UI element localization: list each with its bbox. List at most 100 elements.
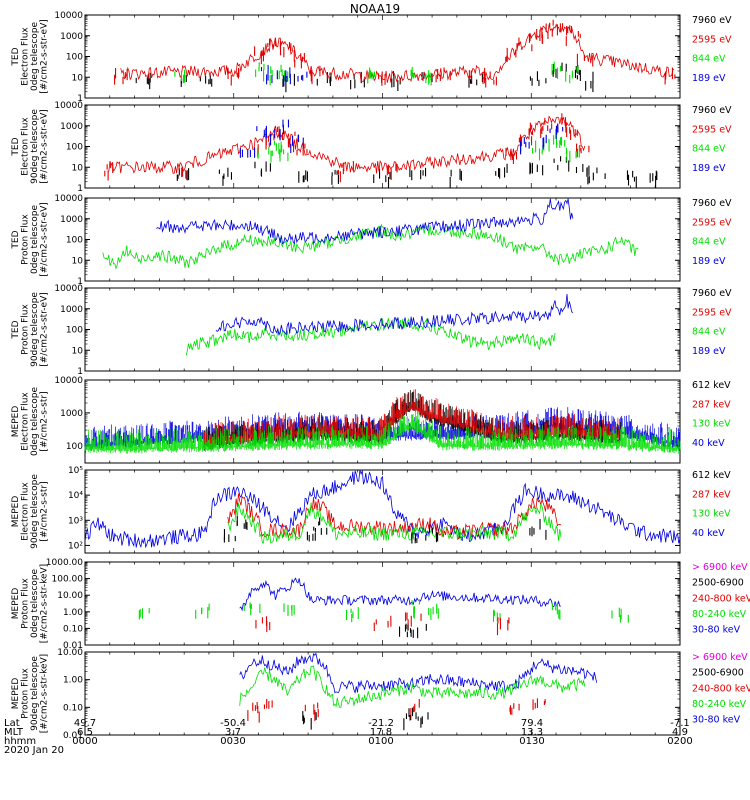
legend-entry: 612 keV <box>692 470 731 481</box>
panel-frame <box>84 104 681 189</box>
y-tick-label: 10 <box>72 73 84 83</box>
footer-time-1: 0030 <box>220 736 246 747</box>
panel-frame <box>84 287 681 372</box>
series-green <box>102 223 639 270</box>
y-tick-label: 100 <box>66 53 83 63</box>
panel-7: 0.01 0.10 1.00 10.00 MEPEDProton Flux90deg t… <box>11 648 750 741</box>
legend-entry: 844 eV <box>692 144 726 155</box>
y-tick-label: 10000 <box>54 194 83 204</box>
y-tick-label: 1000.00 <box>46 558 83 568</box>
series-line <box>156 198 574 245</box>
series-green <box>84 410 681 454</box>
y-tick-label: 100 <box>66 326 83 336</box>
y-tick-label: 10 <box>72 163 84 173</box>
series-red <box>255 612 510 636</box>
y-axis-label: TEDElectron Flux90deg telescope[#/cm2-s-… <box>11 109 50 184</box>
y-tick-label: 0.10 <box>63 703 83 713</box>
footer-lat-3: 79.4 <box>520 718 544 729</box>
footer-label-lat: Lat <box>4 718 20 729</box>
footer-lat-4: -7.1 <box>670 718 690 729</box>
footer-mlt-3: 13.3 <box>520 727 544 738</box>
series-line <box>239 665 586 708</box>
legend-entry: 30-80 keV <box>692 625 741 636</box>
legend-entry: > 6900 keV <box>692 652 748 663</box>
legend-entry: 2595 eV <box>692 217 732 228</box>
y-tick-label: 10000 <box>54 376 83 386</box>
footer-label-mlt: MLT <box>4 727 23 738</box>
series-green <box>227 502 562 544</box>
y-tick-label: 10000 <box>54 284 83 294</box>
legend-entry: 7960 eV <box>692 105 732 116</box>
series-black <box>398 623 427 639</box>
series-line <box>102 223 639 270</box>
series-green <box>174 61 579 86</box>
panel-2: 1 10 100 1000 10000 TEDProton Flux0deg telesc… <box>11 194 732 287</box>
y-tick-label: 1000 <box>60 32 83 42</box>
legend-entry: 287 keV <box>692 489 731 500</box>
y-tick-label: 1 <box>77 184 83 194</box>
footer-label-hhmm: hhmm <box>4 736 37 747</box>
y-axis-label: MEPEDElectron Flux90deg telescope[#/cm2-… <box>11 474 50 549</box>
series-green <box>239 665 586 708</box>
y-tick-label: 1.00 <box>63 676 83 686</box>
legend-entry: 287 keV <box>692 399 731 410</box>
series-red <box>114 19 676 88</box>
series-line <box>84 469 681 549</box>
footer-time-2: 0100 <box>368 736 394 747</box>
panel-5: 10² 10³ 10⁴ 10⁵ MEPEDElectron Flux90deg tele… <box>11 466 731 554</box>
y-axis-label: TEDElectron Flux0deg telescope[#/cm2-s-s… <box>11 19 50 94</box>
y-axis-label: TEDProton Flux0deg telescope[#/cm2-s-str… <box>11 202 50 277</box>
panel-frame <box>84 197 681 282</box>
y-tick-label: 10⁵ <box>68 466 83 476</box>
panel-0: 1 10 100 1000 10000 TEDElectron Flux0deg tele… <box>11 11 732 104</box>
footer-mlt-0: 6.5 <box>77 727 93 738</box>
panel-4: 100 1000 10000 MEPEDElectron Flux0deg teles… <box>11 376 731 464</box>
legend-entry: 189 eV <box>692 163 726 174</box>
y-tick-label: 1000 <box>60 215 83 225</box>
y-tick-label: 0.01 <box>63 641 83 651</box>
series-blue <box>239 652 598 694</box>
series-line <box>239 652 598 694</box>
footer-time-0: 0000 <box>72 736 98 747</box>
series-line <box>120 23 675 83</box>
y-tick-label: 100 <box>66 143 83 153</box>
y-tick-label: 10³ <box>68 516 83 526</box>
series-red <box>104 113 590 183</box>
legend-entry: 2500-6900 <box>692 668 744 679</box>
legend-entry: > 6900 keV <box>692 562 748 573</box>
series-blue <box>260 65 308 87</box>
y-tick-label: 10² <box>68 541 83 551</box>
series-green <box>185 317 556 356</box>
series-line <box>185 317 556 356</box>
y-axis-label: MEPEDElectron Flux0deg telescope[#/cm2-s… <box>11 387 50 457</box>
legend-entry: 30-80 keV <box>692 715 741 726</box>
legend-entry: 189 eV <box>692 346 726 357</box>
y-tick-label: 10.00 <box>57 591 83 601</box>
y-tick-label: 10 <box>72 256 84 266</box>
series-blue <box>239 577 562 612</box>
footer-time-3: 0130 <box>519 736 545 747</box>
y-tick-label: 1000 <box>60 122 83 132</box>
series-black <box>223 516 547 544</box>
series-blue <box>215 293 574 337</box>
legend-entry: 240-800 keV <box>692 683 750 694</box>
legend-entry: 40 keV <box>692 438 725 449</box>
y-tick-label: 1000 <box>60 305 83 315</box>
series-blue <box>156 198 574 245</box>
series-noise <box>84 410 681 454</box>
series-green <box>138 599 629 623</box>
legend-entry: 7960 eV <box>692 198 732 209</box>
y-tick-label: 0.10 <box>63 624 83 634</box>
panel-frame <box>84 561 681 646</box>
legend-entry: 612 keV <box>692 380 731 391</box>
legend-entry: 844 eV <box>692 237 726 248</box>
legend-entry: 2595 eV <box>692 124 732 135</box>
legend-entry: 80-240 keV <box>692 699 747 710</box>
series-red <box>247 698 546 723</box>
series-green <box>257 134 580 163</box>
legend-entry: 130 keV <box>692 419 731 430</box>
series-black <box>176 156 658 188</box>
series-black <box>135 62 594 93</box>
footer-mlt-4: 4.9 <box>672 727 688 738</box>
series-line <box>239 577 562 612</box>
